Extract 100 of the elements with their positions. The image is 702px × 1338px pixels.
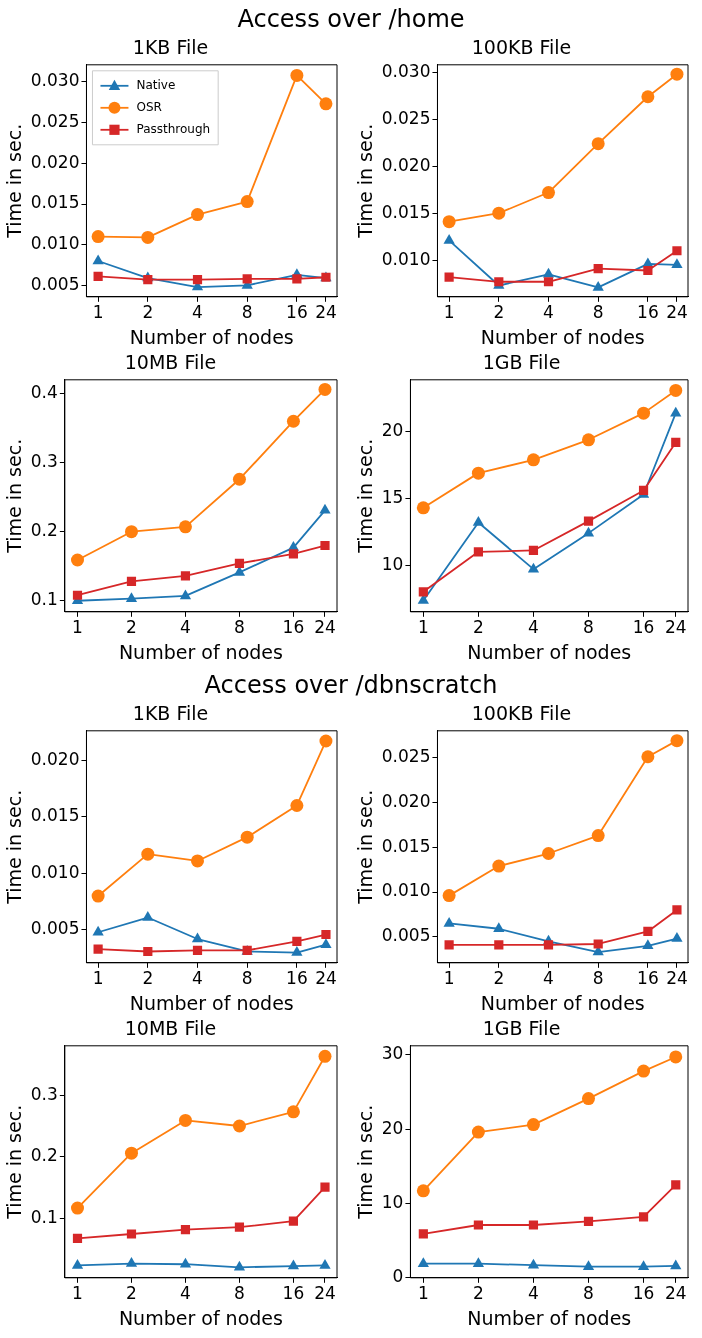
point — [591, 137, 605, 151]
point — [191, 932, 204, 943]
point — [638, 1212, 649, 1222]
y-tick-label: 20 — [381, 1117, 404, 1138]
y-tick-label: 0.025 — [381, 746, 431, 767]
point — [93, 944, 103, 954]
y-tick-label: 0.010 — [30, 861, 80, 882]
x-tick-label: 1 — [72, 617, 83, 638]
point — [92, 254, 104, 265]
point — [526, 1118, 540, 1132]
x-tick-label: 8 — [592, 302, 604, 323]
x-tick-label: 1 — [92, 968, 104, 989]
y-tick-label: 0.020 — [381, 790, 431, 811]
x-tick-label: 24 — [314, 617, 336, 638]
point — [142, 911, 154, 921]
point — [593, 939, 603, 949]
point — [591, 829, 605, 843]
y-tick-label: 0.010 — [381, 880, 431, 901]
point — [637, 406, 651, 420]
y-axis-title: Time in sec. — [354, 438, 377, 554]
point — [70, 1201, 84, 1215]
x-axis-title: Number of nodes — [467, 640, 632, 663]
y-tick-label: 10 — [381, 1191, 404, 1212]
chart-title: 1KB File — [132, 702, 209, 725]
point — [528, 1220, 539, 1230]
y-axis-title: Time in sec. — [3, 1104, 26, 1220]
point — [72, 1233, 83, 1243]
point — [471, 466, 485, 480]
y-tick-label: 0.020 — [30, 748, 80, 769]
point — [527, 562, 540, 573]
x-tick-label: 2 — [472, 1283, 484, 1304]
x-tick-label: 1 — [72, 1283, 83, 1304]
point — [637, 1260, 650, 1270]
point — [72, 590, 83, 600]
x-tick-label: 4 — [528, 1283, 539, 1304]
point — [288, 1216, 299, 1226]
x-tick-label: 16 — [286, 968, 308, 989]
point — [444, 272, 454, 282]
y-tick-label: 0.2 — [30, 1145, 58, 1166]
x-tick-label: 2 — [142, 302, 154, 323]
point — [593, 264, 603, 274]
chart-title: 100KB File — [471, 702, 572, 725]
point — [290, 68, 304, 82]
point — [124, 1146, 138, 1160]
point — [71, 1258, 84, 1269]
point — [444, 940, 454, 950]
point — [643, 926, 653, 937]
y-tick-label: 0.010 — [30, 233, 80, 254]
chart-title: 10MB File — [124, 351, 217, 374]
point — [141, 230, 155, 244]
y-tick-label: 20 — [381, 420, 404, 441]
point — [592, 280, 604, 291]
point — [542, 847, 555, 861]
x-tick-label: 2 — [472, 617, 484, 638]
point — [443, 233, 455, 244]
x-tick-label: 8 — [583, 1283, 594, 1304]
point — [180, 1225, 191, 1235]
x-tick-label: 2 — [493, 968, 505, 989]
x-axis-title: Number of nodes — [467, 1306, 632, 1329]
x-tick-label: 24 — [664, 617, 687, 638]
text: Access over /dbnscratch — [203, 670, 499, 701]
x-axis-title: Number of nodes — [129, 325, 294, 348]
x-tick-label: 8 — [583, 617, 594, 638]
x-tick-label: 4 — [180, 1283, 191, 1304]
point — [492, 859, 506, 873]
point — [234, 558, 245, 569]
y-tick-label: 30 — [381, 1043, 404, 1064]
chart-title: 100KB File — [471, 36, 572, 59]
point — [442, 215, 456, 229]
point — [286, 414, 300, 428]
point — [582, 1092, 595, 1106]
x-tick-label: 24 — [666, 302, 688, 323]
x-tick-label: 2 — [493, 302, 505, 323]
x-tick-label: 24 — [666, 968, 688, 989]
point — [442, 889, 456, 903]
point — [641, 90, 655, 104]
point — [542, 186, 555, 200]
point — [528, 545, 539, 556]
x-tick-label: 1 — [417, 617, 429, 638]
point — [641, 750, 655, 764]
point — [527, 1258, 540, 1269]
y-tick-label: 0.005 — [30, 273, 80, 294]
text: Access over /home — [236, 4, 466, 35]
point — [288, 549, 299, 559]
point — [91, 889, 105, 903]
point — [180, 571, 191, 581]
x-tick-label: 8 — [241, 968, 253, 989]
y-tick-label: 0.4 — [30, 382, 58, 403]
point — [91, 230, 105, 244]
point — [443, 916, 455, 927]
point — [240, 195, 254, 209]
point — [141, 847, 155, 861]
y-axis-title: Time in sec. — [3, 789, 26, 905]
x-tick-label: 2 — [126, 1283, 137, 1304]
y-tick-label: 0.020 — [381, 154, 431, 175]
point — [494, 940, 504, 950]
point — [582, 433, 595, 447]
point — [70, 553, 84, 567]
y-tick-label: 10 — [381, 553, 404, 574]
x-tick-label: 16 — [282, 1283, 305, 1304]
